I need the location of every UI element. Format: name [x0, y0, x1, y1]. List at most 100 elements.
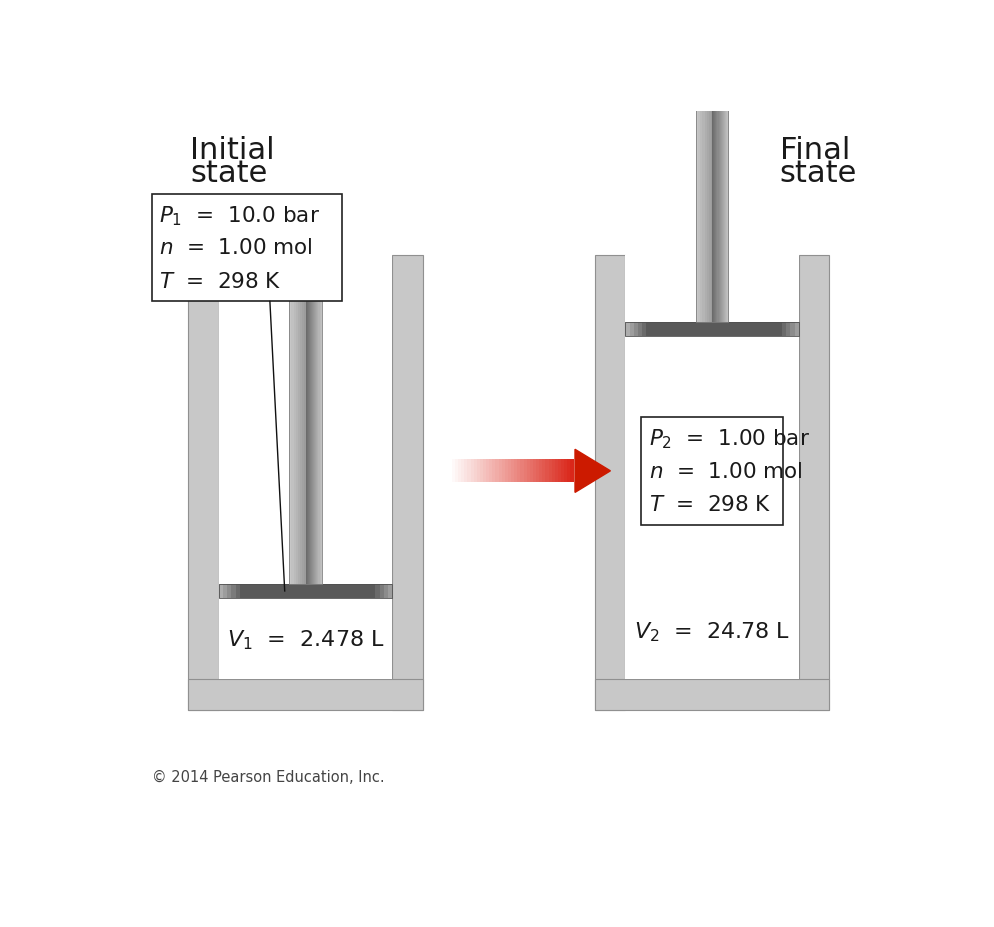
Bar [451, 459, 455, 482]
Bar [718, 1, 720, 323]
Bar [289, 240, 321, 584]
Bar [713, 1, 715, 323]
Bar [448, 459, 452, 482]
Bar [479, 459, 483, 482]
Bar [461, 459, 464, 482]
Bar [798, 255, 829, 709]
Bar [726, 1, 728, 323]
Text: $P_1$  =  10.0 bar: $P_1$ = 10.0 bar [159, 205, 320, 228]
Bar [498, 459, 502, 482]
Bar [295, 240, 298, 584]
Bar [309, 240, 311, 584]
Bar [717, 1, 719, 323]
Bar [529, 459, 533, 482]
Text: state: state [779, 159, 857, 188]
Bar [315, 240, 317, 584]
Bar [392, 255, 422, 709]
Bar [304, 240, 307, 584]
Bar [564, 459, 568, 482]
Bar [781, 323, 786, 337]
Bar [551, 459, 555, 482]
Bar [724, 1, 725, 323]
Bar [727, 1, 728, 323]
Bar [523, 459, 527, 482]
Bar [726, 1, 727, 323]
Bar [313, 240, 314, 584]
Bar [219, 584, 392, 598]
Text: $T$  =  298 K: $T$ = 298 K [159, 273, 281, 292]
Bar [539, 459, 543, 482]
Text: $V_1$  =  2.478 L: $V_1$ = 2.478 L [227, 629, 384, 652]
Bar [486, 459, 489, 482]
Bar [713, 1, 714, 323]
Text: $n$  =  1.00 mol: $n$ = 1.00 mol [648, 462, 801, 482]
Bar [232, 584, 236, 598]
Bar [641, 323, 646, 337]
Bar [724, 1, 726, 323]
Bar [698, 1, 700, 323]
Bar [777, 323, 781, 337]
Bar [308, 240, 311, 584]
Bar [545, 459, 549, 482]
Bar [312, 240, 313, 584]
Bar [719, 1, 722, 323]
Bar [457, 459, 461, 482]
Bar [388, 584, 392, 598]
Bar [317, 240, 318, 584]
Bar [695, 1, 698, 323]
Bar [794, 323, 798, 337]
Bar [223, 584, 228, 598]
Bar [625, 323, 629, 337]
Bar [289, 240, 291, 584]
Bar [188, 679, 422, 709]
Bar [511, 459, 515, 482]
Bar [293, 240, 296, 584]
Bar [308, 240, 310, 584]
Bar [227, 584, 232, 598]
Bar [371, 584, 376, 598]
Bar [533, 459, 537, 482]
Bar [637, 323, 642, 337]
Bar [315, 240, 316, 584]
Bar [291, 240, 294, 584]
Bar [716, 1, 717, 323]
Bar [306, 240, 309, 584]
Bar [629, 323, 633, 337]
Text: $V_2$  =  24.78 L: $V_2$ = 24.78 L [633, 621, 789, 644]
Bar [517, 459, 521, 482]
Bar [310, 240, 313, 584]
Polygon shape [575, 450, 609, 492]
Bar [306, 240, 308, 584]
Bar [706, 1, 709, 323]
Bar [384, 584, 388, 598]
Bar [715, 1, 716, 323]
Bar [789, 323, 794, 337]
Bar [714, 1, 715, 323]
Bar [536, 459, 540, 482]
Bar [561, 459, 565, 482]
Bar [700, 1, 702, 323]
Bar [542, 459, 546, 482]
Bar [375, 584, 380, 598]
Bar [548, 459, 552, 482]
Bar [476, 459, 480, 482]
Bar [520, 459, 524, 482]
Text: $n$  =  1.00 mol: $n$ = 1.00 mol [159, 238, 312, 259]
Text: $T$  =  298 K: $T$ = 298 K [648, 495, 770, 515]
Bar [704, 1, 707, 323]
Bar [310, 240, 312, 584]
Bar [380, 584, 384, 598]
Bar [300, 240, 302, 584]
Bar [467, 459, 471, 482]
FancyBboxPatch shape [151, 194, 342, 301]
Bar [219, 598, 392, 679]
Bar [508, 459, 511, 482]
Bar [570, 459, 574, 482]
Bar [236, 584, 240, 598]
Bar [314, 240, 315, 584]
Bar [219, 584, 224, 598]
Bar [514, 459, 518, 482]
Bar [722, 1, 724, 323]
Bar [719, 1, 721, 323]
Bar [712, 1, 713, 323]
